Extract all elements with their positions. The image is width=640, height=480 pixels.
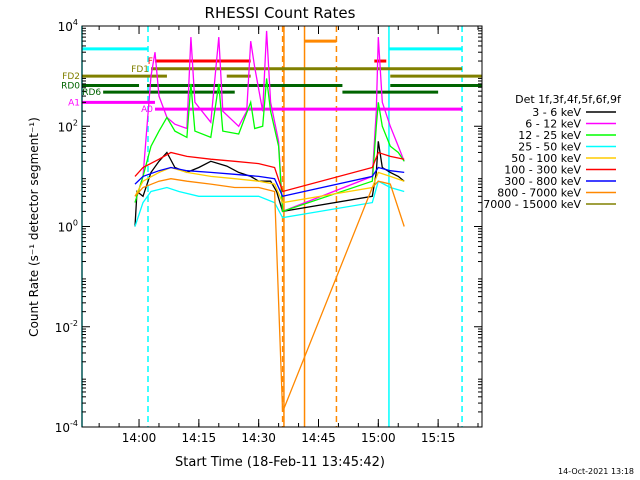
legend-label: 3 - 6 keV [532,106,581,119]
x-tick-label: 14:45 [301,431,336,445]
legend-label: 25 - 50 keV [518,141,581,154]
legend-label: 50 - 100 keV [511,152,581,165]
chart-title: RHESSI Count Rates [205,4,356,22]
state-bar-label: FD2 [62,72,80,82]
state-bar-label: A1 [68,98,80,108]
x-tick-label: 15:15 [421,431,456,445]
state-bar-label: FD1 [131,65,149,75]
series-line [134,151,405,193]
x-axis-label: Start Time (18-Feb-11 13:45:42) [175,455,385,470]
x-tick-label: 14:30 [241,431,276,445]
x-tick-label: 15:00 [361,431,396,445]
state-bar-label: RD0 [61,82,80,92]
legend-label: 12 - 25 keV [518,129,581,142]
legend-label: 800 - 7000 keV [497,187,581,200]
legend-label: 300 - 800 keV [504,175,581,188]
legend-label: 7000 - 15000 keV [483,198,581,211]
series-line [134,78,405,213]
series-line [134,166,405,198]
x-tick-label: 14:00 [122,431,157,445]
axes: 14:00 14:15 14:30 14:45 15:00 15:15 10-4 10-2 10… [55,18,483,445]
state-bar-label: RD6 [82,88,101,98]
series-line [134,141,405,227]
state-bar-label: A0 [141,105,153,115]
y-tick-label: 100 [58,219,78,235]
timestamp: 14-Oct-2021 13:18 [558,467,634,476]
legend-label: 6 - 12 keV [525,118,581,131]
x-tick-label: 14:15 [182,431,217,445]
y-tick-label: 104 [58,18,78,34]
y-tick-label: 102 [58,118,78,134]
legend-label: 100 - 300 keV [504,164,581,177]
series-line [134,166,405,204]
state-bar-label: F [148,57,153,67]
y-tick-label: 10-4 [55,419,78,435]
y-tick-label: 10-2 [55,319,78,335]
series-line [134,180,405,227]
legend-title: Det 1f,3f,4f,5f,6f,9f [515,93,622,106]
y-axis-label: Count Rate (s⁻¹ detector segment⁻¹) [27,117,41,337]
series-line [134,178,405,413]
